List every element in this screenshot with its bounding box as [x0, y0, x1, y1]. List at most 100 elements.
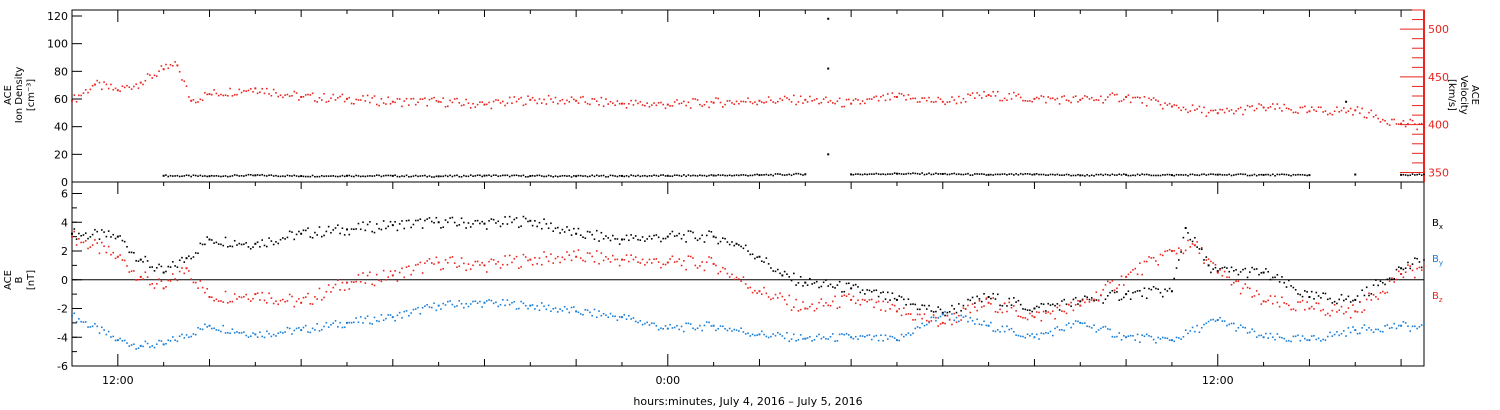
bz-point — [210, 296, 213, 299]
by-point — [547, 304, 550, 307]
bz-point — [1409, 265, 1412, 267]
by-point — [699, 324, 701, 327]
by-point — [410, 312, 412, 314]
density-point — [873, 173, 875, 175]
bz-point — [568, 254, 571, 256]
bz-point — [467, 263, 470, 265]
velocity-point — [201, 99, 204, 102]
bx-point — [222, 244, 225, 247]
by-point — [1375, 328, 1377, 331]
by-point — [472, 300, 474, 303]
by-point — [247, 336, 250, 338]
by-point — [689, 323, 692, 325]
density-point — [591, 174, 593, 177]
bz-point — [208, 296, 211, 298]
bx-point — [476, 219, 479, 222]
density-point — [263, 174, 266, 177]
by-point — [639, 320, 642, 322]
density-point — [1402, 173, 1405, 176]
bx-point — [337, 224, 339, 226]
bz-point — [623, 259, 626, 261]
by-point — [577, 311, 580, 314]
velocity-point — [428, 98, 431, 101]
bz-point — [625, 254, 628, 256]
density-point — [1008, 173, 1011, 175]
by-point — [155, 343, 158, 346]
by-point — [1283, 337, 1286, 340]
by-point — [135, 348, 137, 350]
bz-point — [227, 301, 229, 304]
bz-point — [144, 271, 147, 274]
by-point — [971, 319, 974, 322]
by-point — [272, 333, 275, 336]
bz-point — [114, 257, 117, 260]
density-point — [249, 173, 252, 176]
bz-point — [971, 303, 974, 305]
bz-point — [1340, 305, 1343, 308]
density-point — [1404, 174, 1407, 176]
bz-point — [1116, 287, 1118, 290]
velocity-point — [149, 74, 151, 76]
density-point — [1276, 173, 1279, 176]
bz-point — [190, 278, 192, 280]
bx-point — [857, 286, 859, 288]
velocity-point — [1175, 104, 1178, 107]
bz-point — [1013, 305, 1015, 307]
velocity-point — [1061, 96, 1063, 98]
density-point — [495, 174, 497, 177]
density-point — [435, 175, 438, 178]
bz-point — [964, 308, 967, 310]
bx-point — [233, 239, 236, 242]
bz-point — [774, 293, 777, 296]
density-point — [891, 173, 894, 175]
bx-point — [210, 239, 213, 241]
bx-point — [1178, 259, 1180, 261]
density-point — [623, 175, 626, 178]
density-point — [529, 175, 532, 178]
bz-point — [1384, 292, 1386, 294]
velocity-point — [93, 83, 96, 86]
velocity-point — [1299, 106, 1302, 109]
velocity-point — [1326, 113, 1329, 116]
bx-point — [877, 295, 880, 298]
velocity-point — [357, 99, 360, 101]
density-point — [284, 175, 286, 178]
velocity-point — [625, 107, 628, 109]
bz-point — [545, 255, 548, 258]
bz-point — [930, 320, 933, 322]
bx-point — [699, 237, 701, 240]
bz-point — [162, 287, 165, 290]
bz-point — [389, 270, 392, 273]
by-point — [641, 323, 644, 326]
velocity-point — [1136, 96, 1139, 99]
bx-point — [1038, 306, 1040, 309]
by-point — [311, 327, 314, 330]
by-point — [552, 307, 555, 310]
density-point — [657, 175, 660, 177]
velocity-point — [1301, 106, 1304, 109]
by-point — [524, 304, 527, 307]
velocity-point — [678, 102, 681, 105]
bx-point — [1180, 251, 1182, 253]
bz-point — [735, 276, 738, 279]
bx-point — [903, 298, 905, 301]
by-point — [802, 338, 804, 340]
velocity-point — [1269, 106, 1272, 108]
density-point — [1182, 174, 1185, 176]
bz-point — [188, 270, 190, 272]
bz-point — [870, 298, 873, 301]
bx-point — [318, 226, 321, 228]
by-point — [1061, 328, 1063, 331]
density-point — [247, 173, 250, 176]
velocity-point — [1397, 123, 1400, 125]
density-point — [1015, 173, 1017, 175]
velocity-point — [1228, 110, 1231, 112]
density-point — [337, 175, 339, 178]
by-point — [295, 327, 298, 330]
data-layer — [71, 17, 1425, 350]
by-point — [215, 329, 218, 331]
density-point — [648, 174, 651, 177]
bz-point — [332, 286, 335, 289]
by-point — [1095, 331, 1098, 333]
by-point — [882, 339, 884, 342]
